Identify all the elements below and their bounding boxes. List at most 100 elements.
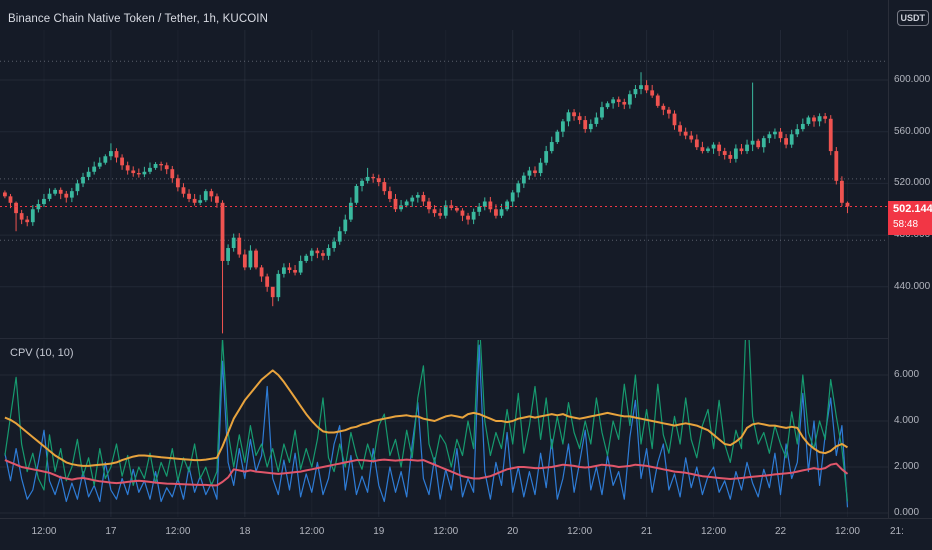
candle-body[interactable] <box>220 202 225 261</box>
candle-body[interactable] <box>689 135 694 140</box>
time-axis[interactable]: 21: 12:00 17 12:00 18 12:00 19 12:00 20 12:00 21 1… <box>0 518 932 550</box>
usdt-unit-button[interactable]: USDT <box>896 10 929 26</box>
indicator-pane[interactable] <box>0 340 888 517</box>
candle-body[interactable] <box>231 237 236 249</box>
candle-body[interactable] <box>516 183 521 193</box>
candle-body[interactable] <box>131 170 136 174</box>
candle-body[interactable] <box>421 195 426 202</box>
candle-body[interactable] <box>538 162 543 174</box>
candle-body[interactable] <box>594 117 599 124</box>
candle-body[interactable] <box>159 164 164 166</box>
candle-body[interactable] <box>181 187 186 194</box>
candle-body[interactable] <box>415 195 420 198</box>
candle-body[interactable] <box>745 144 749 152</box>
candle-body[interactable] <box>667 109 671 114</box>
candle-body[interactable] <box>549 142 554 152</box>
candle-body[interactable] <box>661 105 666 110</box>
candle-body[interactable] <box>3 192 7 197</box>
candle-body[interactable] <box>477 206 482 212</box>
candle-body[interactable] <box>633 89 638 95</box>
candle-body[interactable] <box>767 134 772 139</box>
candle-body[interactable] <box>773 131 777 135</box>
candle-body[interactable] <box>64 193 69 198</box>
candle-body[interactable] <box>14 202 18 214</box>
candle-body[interactable] <box>293 269 297 273</box>
candle-body[interactable] <box>454 207 459 211</box>
candle-body[interactable] <box>298 260 303 273</box>
candle-body[interactable] <box>683 131 688 136</box>
candle-body[interactable] <box>499 209 504 216</box>
candle-body[interactable] <box>600 107 604 118</box>
cpv-blue-line[interactable] <box>4 344 849 508</box>
candle-body[interactable] <box>561 121 565 132</box>
symbol-title[interactable]: Binance Chain Native Token / Tether, 1h,… <box>8 13 268 25</box>
candle-body[interactable] <box>577 116 582 121</box>
candle-body[interactable] <box>365 176 370 181</box>
candle-body[interactable] <box>717 144 722 152</box>
candle-body[interactable] <box>120 157 124 166</box>
candle-body[interactable] <box>215 196 219 203</box>
candle-body[interactable] <box>694 139 699 148</box>
candle-body[interactable] <box>622 101 627 105</box>
candle-body[interactable] <box>733 148 738 159</box>
candle-body[interactable] <box>97 162 102 167</box>
candle-body[interactable] <box>711 144 716 149</box>
candle-body[interactable] <box>404 201 409 206</box>
candle-body[interactable] <box>410 197 415 202</box>
candle-body[interactable] <box>136 173 141 175</box>
candle-body[interactable] <box>466 215 470 220</box>
candle-body[interactable] <box>555 131 560 143</box>
candle-body[interactable] <box>125 165 130 171</box>
candle-body[interactable] <box>544 151 549 163</box>
candle-body[interactable] <box>175 178 180 188</box>
candle-body[interactable] <box>521 175 526 184</box>
candle-body[interactable] <box>103 156 108 163</box>
candle-body[interactable] <box>706 148 710 152</box>
candle-body[interactable] <box>142 171 147 175</box>
candle-body[interactable] <box>53 189 58 194</box>
candle-body[interactable] <box>309 250 314 256</box>
candle-body[interactable] <box>198 200 203 203</box>
candle-body[interactable] <box>722 151 727 155</box>
candle-body[interactable] <box>8 196 13 203</box>
candle-body[interactable] <box>343 219 348 232</box>
candle-body[interactable] <box>784 138 788 145</box>
candle-body[interactable] <box>845 202 850 207</box>
candle-body[interactable] <box>326 248 331 256</box>
candle-body[interactable] <box>588 123 593 130</box>
candle-body[interactable] <box>627 94 632 105</box>
candle-body[interactable] <box>109 151 113 157</box>
candle-body[interactable] <box>650 90 655 96</box>
pane-separator[interactable] <box>0 338 888 339</box>
candle-body[interactable] <box>354 185 359 203</box>
candle-body[interactable] <box>114 151 119 158</box>
candle-body[interactable] <box>86 171 91 177</box>
candle-body[interactable] <box>812 117 816 122</box>
candle-body[interactable] <box>69 191 74 198</box>
candle-body[interactable] <box>265 276 270 287</box>
candle-body[interactable] <box>616 99 621 102</box>
candle-body[interactable] <box>438 213 443 216</box>
candle-body[interactable] <box>778 131 783 139</box>
chart-plot-area[interactable] <box>0 0 888 550</box>
price-axis[interactable]: 600.000560.000520.000480.000440.0006.000… <box>888 0 932 518</box>
candles[interactable] <box>3 72 850 334</box>
candle-body[interactable] <box>443 205 448 216</box>
candle-body[interactable] <box>192 198 197 203</box>
candle-body[interactable] <box>488 201 493 210</box>
candle-body[interactable] <box>36 204 41 210</box>
candle-body[interactable] <box>644 85 649 91</box>
candle-body[interactable] <box>840 180 844 203</box>
candle-body[interactable] <box>348 202 353 220</box>
candle-body[interactable] <box>270 286 275 298</box>
candle-body[interactable] <box>605 103 610 108</box>
candle-body[interactable] <box>376 178 381 183</box>
candle-body[interactable] <box>789 134 794 145</box>
candle-body[interactable] <box>92 166 97 172</box>
candle-body[interactable] <box>42 198 46 205</box>
candle-body[interactable] <box>47 193 52 199</box>
candle-body[interactable] <box>382 182 387 192</box>
candle-body[interactable] <box>639 85 643 90</box>
candle-body[interactable] <box>81 176 85 184</box>
candle-body[interactable] <box>795 129 800 135</box>
